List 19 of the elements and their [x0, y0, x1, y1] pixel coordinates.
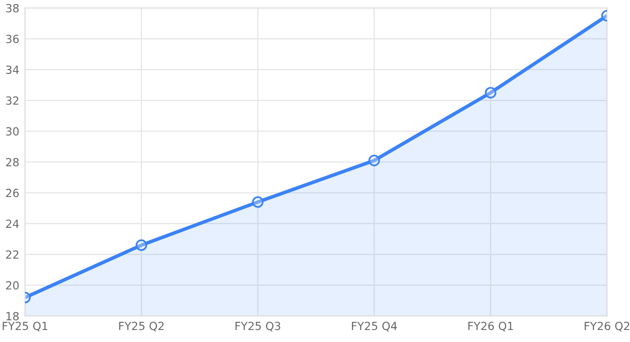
- y-tick-label: 32: [6, 96, 18, 105]
- x-tick-label: FY25 Q3: [236, 322, 280, 332]
- x-tick-label: FY26 Q2: [584, 322, 630, 332]
- y-tick-label: 18: [6, 312, 19, 320]
- y-tick-label: 34: [6, 66, 19, 74]
- y-tick-label: 38: [6, 4, 19, 12]
- x-tick-label: FY25 Q4: [352, 322, 397, 332]
- x-tick-label: FY25 Q2: [119, 322, 164, 332]
- x-tick-label: FY26 Q1: [468, 322, 513, 332]
- y-tick-label: 24: [6, 220, 19, 228]
- x-tick-label: FY25 Q1: [2, 322, 48, 332]
- y-tick-label: 28: [6, 158, 19, 166]
- y-tick-label: 30: [6, 127, 19, 136]
- point: [368, 154, 380, 166]
- y-tick-label: 36: [6, 34, 19, 44]
- y-tick-label: 20: [6, 281, 19, 290]
- point: [252, 196, 264, 208]
- y-tick-label: 22: [6, 250, 18, 259]
- y-tick-label: 26: [6, 188, 19, 198]
